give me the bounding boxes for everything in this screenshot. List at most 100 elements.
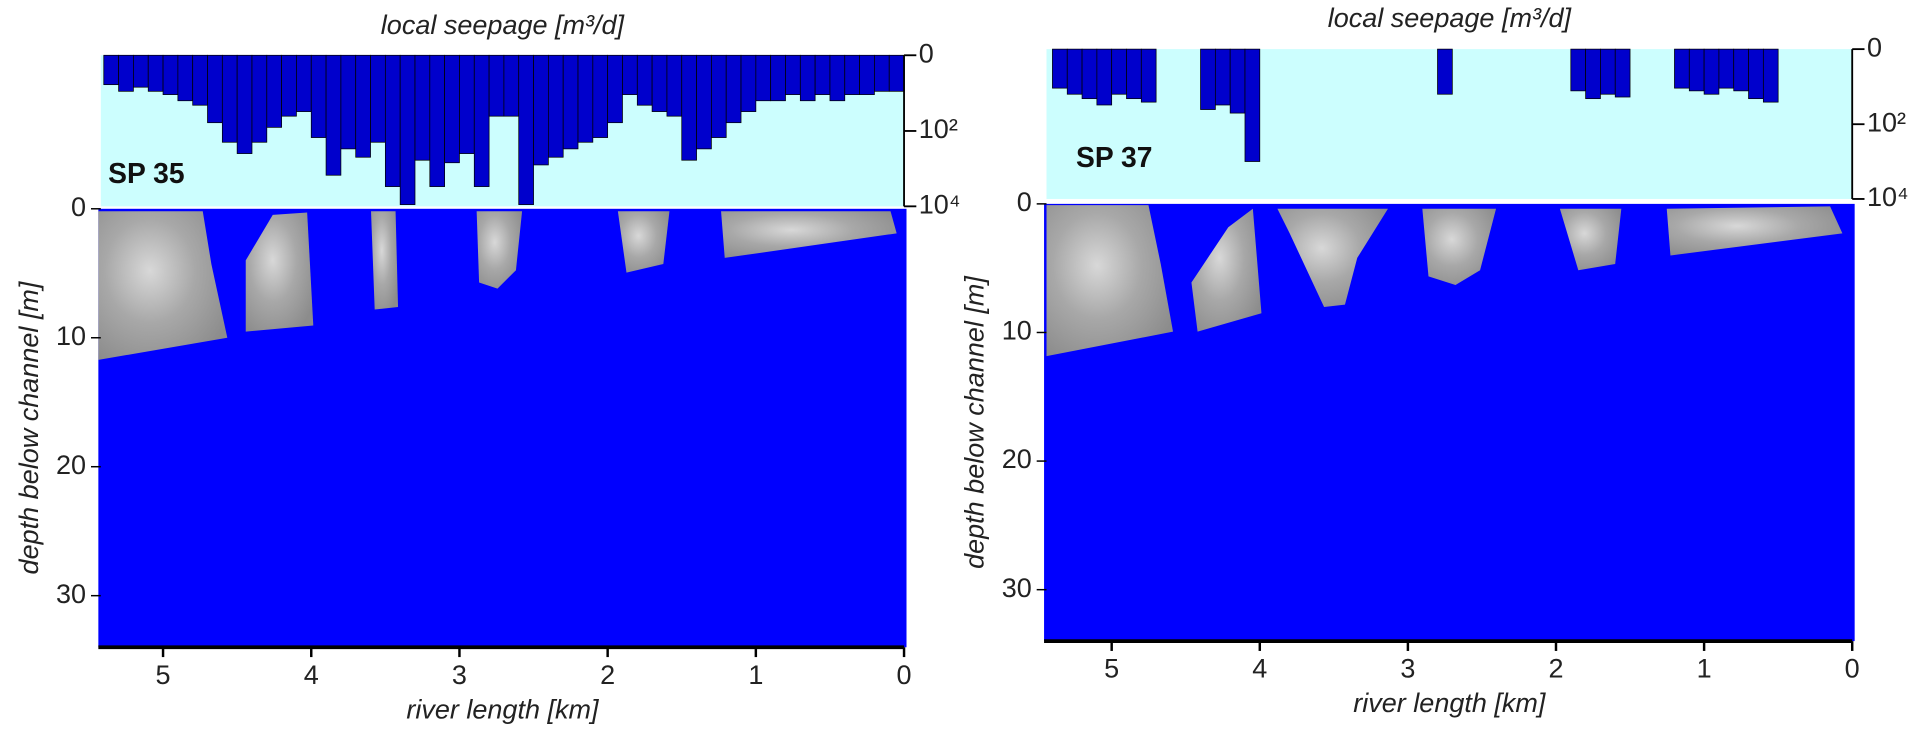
gray-zone xyxy=(1559,208,1622,271)
bar xyxy=(444,54,460,164)
bar xyxy=(1762,48,1779,103)
bar xyxy=(859,54,875,95)
bar xyxy=(177,54,194,102)
bar xyxy=(1600,48,1616,95)
bar xyxy=(1437,48,1453,95)
y-tick-label: 10 xyxy=(56,321,86,351)
bar xyxy=(1585,48,1601,100)
bar xyxy=(1570,48,1586,92)
bar xyxy=(785,54,801,95)
bar xyxy=(296,54,312,112)
x-tick-label: 5 xyxy=(1104,654,1119,684)
x-tick-label: 2 xyxy=(1548,654,1563,684)
bar xyxy=(1214,48,1231,106)
gray-zone xyxy=(1191,208,1262,332)
bar xyxy=(799,54,816,102)
bar xyxy=(414,54,431,161)
bar xyxy=(622,54,638,95)
bar xyxy=(221,54,238,143)
bar xyxy=(355,54,371,158)
bar xyxy=(592,54,609,138)
gray-zone xyxy=(721,211,897,258)
bar xyxy=(1718,48,1735,89)
bar xyxy=(725,54,742,124)
bar xyxy=(473,54,490,187)
panel-label: SP 37 xyxy=(1076,141,1152,173)
bar xyxy=(651,54,668,112)
bar xyxy=(740,54,757,112)
y-tick-label: 0 xyxy=(919,38,934,68)
bar xyxy=(1748,48,1764,100)
bar xyxy=(755,54,772,102)
bar xyxy=(370,54,386,143)
bar xyxy=(1244,48,1261,162)
y-tick-label: 0 xyxy=(1867,32,1882,62)
x-tick-label: 3 xyxy=(1400,654,1415,684)
x-tick-label: 3 xyxy=(452,660,467,690)
y-tick-label: 10⁴ xyxy=(919,189,961,219)
bar xyxy=(533,54,549,166)
bar xyxy=(874,54,890,92)
bar xyxy=(399,54,416,205)
bar xyxy=(1703,48,1720,95)
bar xyxy=(147,54,164,92)
y-tick-label: 20 xyxy=(56,450,86,480)
bar xyxy=(666,54,683,117)
gray-zone xyxy=(1277,208,1388,308)
x-tick-label: 5 xyxy=(156,660,171,690)
bar xyxy=(577,54,594,143)
y-tick-label: 10² xyxy=(919,114,958,144)
bar xyxy=(429,54,446,187)
bar xyxy=(696,54,712,150)
bar xyxy=(281,54,297,117)
bar xyxy=(266,54,282,128)
x-tick-label: 1 xyxy=(748,660,763,690)
bar xyxy=(814,54,831,95)
x-tick-label: 0 xyxy=(897,660,912,690)
bar xyxy=(1126,48,1142,100)
bar xyxy=(251,54,268,143)
bar xyxy=(162,54,179,95)
bar xyxy=(888,54,905,92)
bar xyxy=(1066,48,1083,95)
bar xyxy=(1140,48,1157,103)
bar xyxy=(207,54,223,124)
bar xyxy=(459,54,475,154)
bar xyxy=(103,54,119,86)
y-tick-label: 10 xyxy=(1002,316,1032,346)
bar xyxy=(829,54,846,102)
y-tick-label: 30 xyxy=(1002,573,1032,603)
bar xyxy=(384,54,401,187)
panel-label: SP 35 xyxy=(108,157,184,189)
gray-zone xyxy=(245,212,314,332)
x-tick-label: 2 xyxy=(600,660,615,690)
bar xyxy=(770,54,786,102)
bar xyxy=(310,54,327,138)
y-tick-label: 20 xyxy=(1002,444,1032,474)
x-tick-label: 4 xyxy=(304,660,319,690)
x-axis-title: river length [km] xyxy=(1353,688,1547,718)
bar xyxy=(1674,48,1690,89)
bar xyxy=(1688,48,1705,92)
chart-title: local seepage [m³/d] xyxy=(1328,3,1573,33)
gray-zone xyxy=(1422,208,1497,285)
x-axis-title: river length [km] xyxy=(406,694,600,724)
bar xyxy=(711,54,727,138)
bar xyxy=(192,54,208,106)
gray-zone xyxy=(1666,206,1843,256)
y-axis-title: depth below channel [m] xyxy=(960,275,990,569)
bar xyxy=(844,54,860,95)
bar xyxy=(503,54,520,117)
bar xyxy=(133,54,149,88)
bar xyxy=(1229,48,1246,114)
bar xyxy=(1096,48,1113,106)
gray-zone xyxy=(476,211,523,289)
bar xyxy=(325,54,342,176)
bar xyxy=(562,54,579,150)
bar xyxy=(340,54,357,150)
bar xyxy=(1200,48,1216,110)
bar xyxy=(1081,48,1098,100)
bar xyxy=(118,54,134,92)
bar xyxy=(488,54,505,117)
